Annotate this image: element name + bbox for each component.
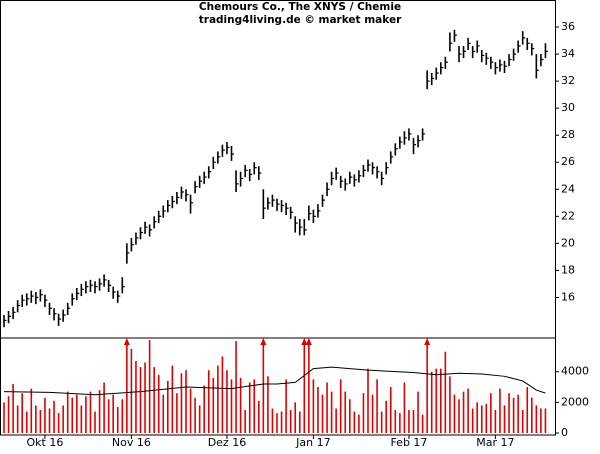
y-tick-label: 20 [561,236,575,249]
y-tick-label: 30 [561,101,575,114]
x-tick-label: Mar 17 [476,436,514,449]
y-tick-label: 34 [561,47,575,60]
volume-tick-label: 4000 [561,365,589,378]
overflow-arrow [305,338,312,345]
y-tick-label: 32 [561,74,575,87]
y-tick-label: 24 [561,182,575,195]
x-tick-label: Feb 17 [390,436,427,449]
chart-subtitle: trading4living.de © market maker [199,14,402,26]
y-tick-label: 36 [561,20,575,33]
volume-frame [0,337,556,436]
volume-average [3,366,546,396]
y-tick-label: 28 [561,128,575,141]
overflow-arrow [260,338,267,345]
overflow-arrow [301,338,308,345]
chart-title: Chemours Co., The XNYS / Chemie [199,1,401,13]
volume-tick-label: 0 [561,426,568,439]
overflow-arrow [424,338,431,345]
y-tick-label: 26 [561,155,575,168]
x-tick-label: Okt 16 [27,436,64,449]
overflow-arrow [123,338,130,345]
y-tick-label: 18 [561,263,575,276]
volume-tick-label: 2000 [561,395,589,408]
x-tick-label: Jan 17 [295,436,330,449]
y-tick-label: 22 [561,209,575,222]
x-tick-label: Nov 16 [112,436,151,449]
y-tick-label: 16 [561,290,575,303]
x-tick-label: Dez 16 [208,436,247,449]
